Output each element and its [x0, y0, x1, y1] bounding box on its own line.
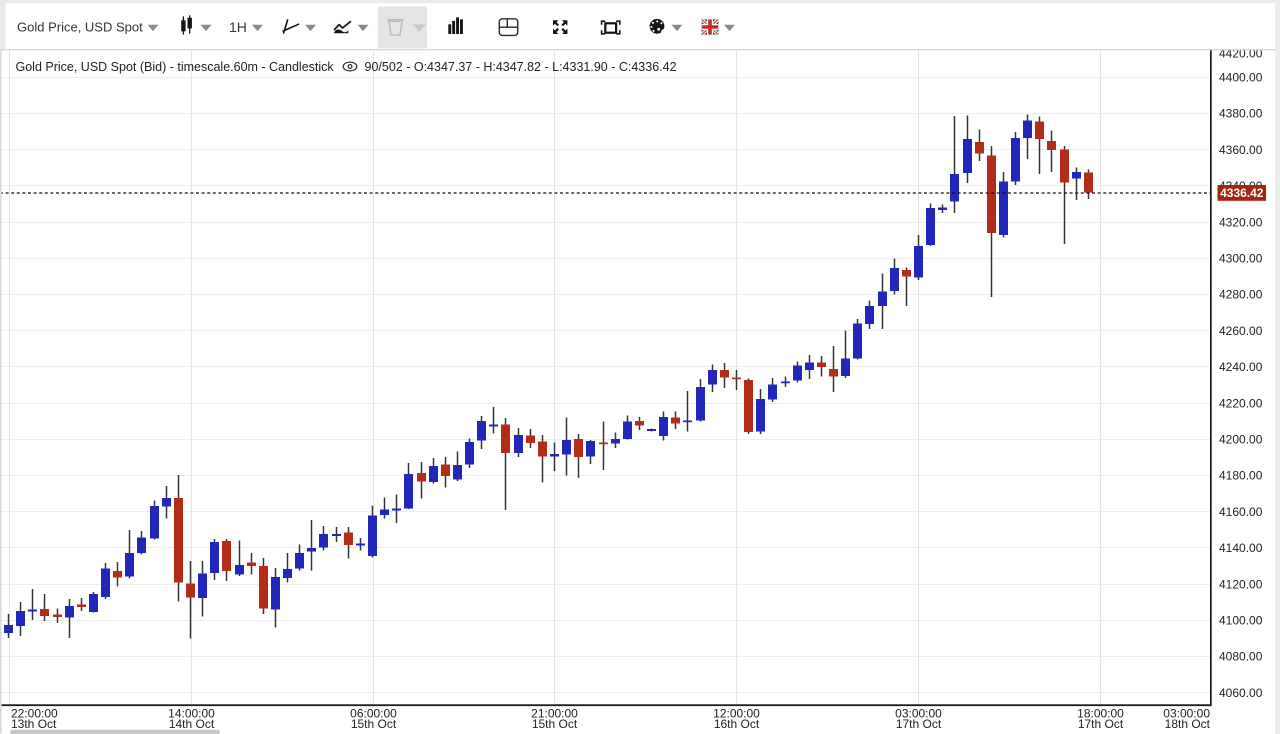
svg-text:4100.00: 4100.00 — [1219, 614, 1263, 628]
svg-text:4240.00: 4240.00 — [1219, 360, 1263, 374]
svg-text:21:00:00: 21:00:00 — [531, 706, 578, 720]
svg-text:14:00:00: 14:00:00 — [168, 706, 215, 720]
svg-text:4060.00: 4060.00 — [1219, 686, 1263, 700]
svg-text:18th Oct: 18th Oct — [1165, 717, 1211, 731]
svg-text:03:00:00: 03:00:00 — [1163, 706, 1210, 720]
svg-text:22:00:00: 22:00:00 — [11, 706, 58, 720]
svg-text:4336.42: 4336.42 — [1220, 186, 1264, 200]
svg-text:17th Oct: 17th Oct — [896, 717, 942, 731]
svg-text:4420.00: 4420.00 — [1219, 46, 1263, 60]
svg-text:4180.00: 4180.00 — [1219, 469, 1263, 483]
svg-text:4260.00: 4260.00 — [1219, 324, 1263, 338]
svg-text:18:00:00: 18:00:00 — [1077, 706, 1124, 720]
svg-text:1H: 1H — [229, 19, 247, 35]
svg-text:03:00:00: 03:00:00 — [895, 706, 942, 720]
svg-text:4400.00: 4400.00 — [1219, 71, 1263, 85]
svg-text:4140.00: 4140.00 — [1219, 541, 1263, 555]
svg-text:4080.00: 4080.00 — [1219, 650, 1263, 664]
svg-text:17th Oct: 17th Oct — [1078, 717, 1124, 731]
svg-text:15th Oct: 15th Oct — [351, 717, 397, 731]
svg-text:15th Oct: 15th Oct — [532, 717, 578, 731]
svg-text:4200.00: 4200.00 — [1219, 433, 1263, 447]
svg-text:4360.00: 4360.00 — [1219, 143, 1263, 157]
svg-text:4120.00: 4120.00 — [1219, 577, 1263, 591]
svg-text:4300.00: 4300.00 — [1219, 252, 1263, 266]
svg-text:4380.00: 4380.00 — [1219, 107, 1263, 121]
svg-text:4320.00: 4320.00 — [1219, 215, 1263, 229]
svg-text:Gold Price, USD Spot (Bid) - t: Gold Price, USD Spot (Bid) - timescale.6… — [16, 60, 335, 74]
svg-text:12:00:00: 12:00:00 — [713, 706, 760, 720]
svg-text:4280.00: 4280.00 — [1219, 288, 1263, 302]
svg-text:14th Oct: 14th Oct — [169, 717, 215, 731]
svg-text:Gold Price, USD Spot: Gold Price, USD Spot — [17, 20, 143, 35]
svg-text:4160.00: 4160.00 — [1219, 505, 1263, 519]
svg-text:4220.00: 4220.00 — [1219, 396, 1263, 410]
svg-text:06:00:00: 06:00:00 — [350, 706, 397, 720]
svg-text:13th Oct: 13th Oct — [11, 717, 57, 731]
svg-text:90/502 - O:4347.37 - H:4347.82: 90/502 - O:4347.37 - H:4347.82 - L:4331.… — [365, 60, 677, 74]
svg-text:16th Oct: 16th Oct — [714, 717, 760, 731]
